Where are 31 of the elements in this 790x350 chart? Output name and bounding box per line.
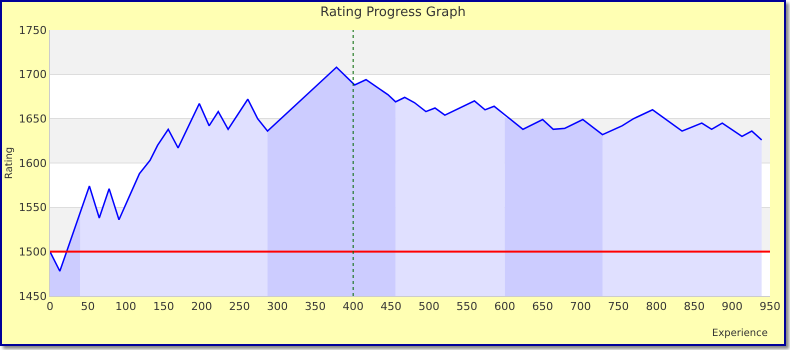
x-tick-label: 300 xyxy=(266,300,288,314)
x-tick-label: 250 xyxy=(228,300,250,314)
chart-title: Rating Progress Graph xyxy=(320,5,466,20)
x-tick-label: 400 xyxy=(342,300,364,314)
x-tick-label: 100 xyxy=(115,300,136,314)
x-tick-label: 150 xyxy=(153,300,174,314)
y-tick-label: 1550 xyxy=(18,201,47,214)
y-tick-label: 1650 xyxy=(18,112,47,126)
x-axis-title: Experience xyxy=(712,328,768,339)
x-tick-label: 0 xyxy=(46,300,54,314)
x-tick-label: 900 xyxy=(722,300,743,314)
y-tick-label: 1500 xyxy=(18,246,47,259)
y-tick-label: 1450 xyxy=(18,290,47,303)
y-tick-label: 1700 xyxy=(18,68,47,82)
y-tick-label: 1600 xyxy=(18,156,47,170)
y-tick-label: 1750 xyxy=(18,24,47,37)
line-series xyxy=(50,66,762,272)
x-tick-label: 450 xyxy=(380,300,402,314)
x-tick-label: 500 xyxy=(418,300,440,314)
x-tick-label: 850 xyxy=(684,300,705,314)
x-tick-label: 350 xyxy=(304,300,326,314)
x-tick-label: 550 xyxy=(456,300,478,314)
x-tick-label: 700 xyxy=(570,300,592,314)
y-axis-title: Rating xyxy=(4,146,15,180)
x-tick-label: 950 xyxy=(760,300,780,314)
x-tick-label: 800 xyxy=(646,300,667,314)
x-tick-label: 600 xyxy=(494,300,516,314)
x-tick-label: 200 xyxy=(191,300,212,314)
x-tick-label: 650 xyxy=(532,300,554,314)
x-tick-label: 50 xyxy=(80,300,95,314)
x-tick-label: 750 xyxy=(608,300,629,314)
